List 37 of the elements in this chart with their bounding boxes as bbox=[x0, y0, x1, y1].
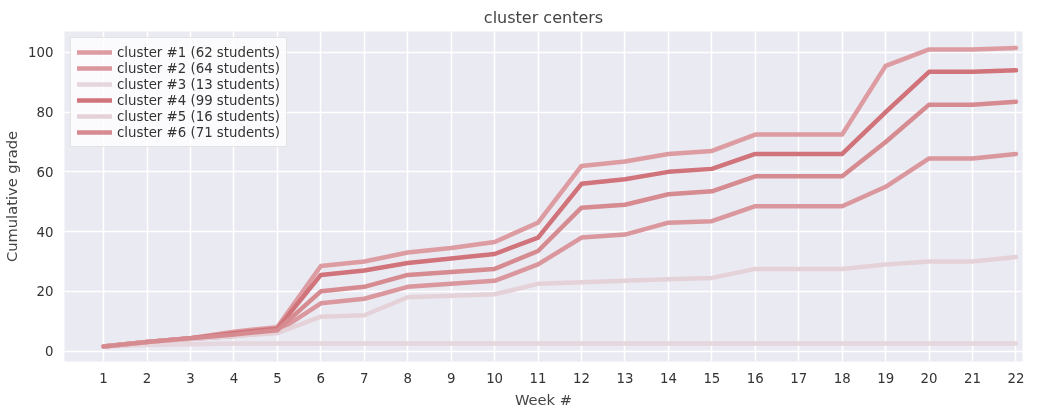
x-tick-label: 4 bbox=[229, 370, 239, 386]
x-tick-label: 11 bbox=[529, 370, 547, 386]
x-tick-label: 16 bbox=[746, 370, 764, 386]
y-tick-label: 20 bbox=[36, 284, 54, 300]
chart-title: cluster centers bbox=[483, 7, 604, 27]
y-tick-label: 60 bbox=[36, 164, 54, 180]
x-tick-label: 22 bbox=[1007, 370, 1025, 386]
x-tick-label: 9 bbox=[446, 370, 456, 386]
x-tick-label: 12 bbox=[573, 370, 590, 386]
x-tick-label: 3 bbox=[186, 370, 195, 386]
x-tick-label: 20 bbox=[920, 370, 938, 386]
x-tick-label: 15 bbox=[703, 370, 721, 386]
y-tick-label: 80 bbox=[36, 105, 54, 121]
legend-label: cluster #1 (62 students) bbox=[117, 44, 280, 60]
x-tick-label: 5 bbox=[273, 370, 282, 386]
x-tick-label: 8 bbox=[403, 370, 412, 386]
x-tick-label: 18 bbox=[833, 370, 851, 386]
legend-label: cluster #6 (71 students) bbox=[117, 124, 280, 140]
legend-label: cluster #4 (99 students) bbox=[117, 92, 280, 108]
x-tick-label: 6 bbox=[316, 370, 326, 386]
legend-label: cluster #5 (16 students) bbox=[117, 108, 280, 124]
x-tick-label: 2 bbox=[142, 370, 152, 386]
y-tick-label: 40 bbox=[36, 224, 54, 240]
x-axis-title: Week # bbox=[514, 390, 573, 408]
legend-label: cluster #3 (13 students) bbox=[117, 76, 280, 92]
x-tick-label: 14 bbox=[659, 370, 677, 386]
legend-label: cluster #2 (64 students) bbox=[117, 60, 280, 76]
x-tick-label: 7 bbox=[360, 370, 369, 386]
x-tick-label: 10 bbox=[486, 370, 504, 386]
x-tick-label: 17 bbox=[790, 370, 808, 386]
x-tick-label: 21 bbox=[964, 370, 982, 386]
y-axis-title: Cumulative grade bbox=[3, 131, 21, 262]
x-tick-label: 13 bbox=[616, 370, 634, 386]
y-tick-label: 0 bbox=[45, 344, 54, 360]
x-tick-label: 1 bbox=[99, 370, 108, 386]
y-tick-label: 100 bbox=[28, 45, 54, 61]
x-tick-label: 19 bbox=[877, 370, 895, 386]
